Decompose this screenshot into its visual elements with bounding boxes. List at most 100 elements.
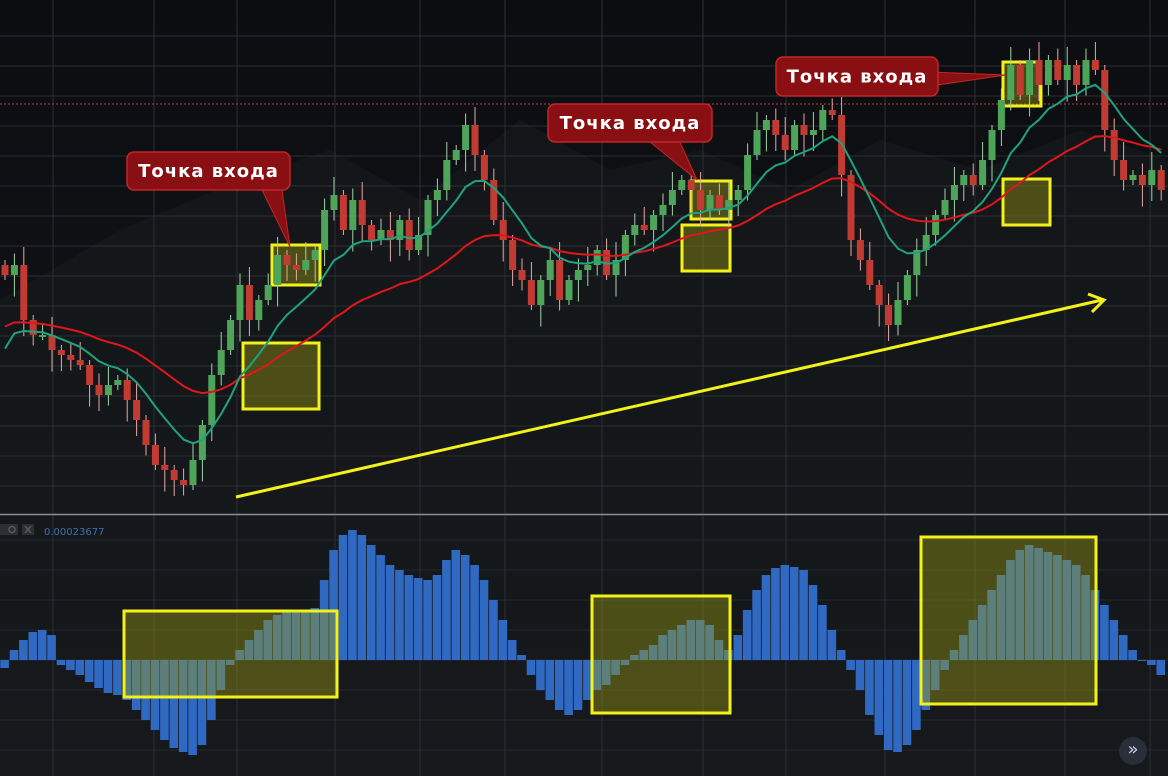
candle-bullish	[217, 350, 225, 375]
histogram-bar	[1024, 545, 1034, 660]
histogram-bar	[432, 575, 442, 660]
candle-bearish	[86, 365, 94, 385]
candle-bearish	[687, 180, 695, 190]
gear-icon[interactable]	[6, 524, 18, 535]
histogram-bar	[282, 612, 291, 660]
candle-bullish	[424, 200, 432, 235]
candle-bullish	[236, 285, 244, 320]
candle-bullish	[321, 210, 329, 250]
histogram-bar	[113, 660, 122, 695]
histogram-bar	[1128, 650, 1137, 660]
histogram-bar	[197, 660, 207, 745]
candle-bullish	[462, 125, 470, 150]
candle-bearish	[828, 110, 836, 115]
candle-bearish	[603, 250, 611, 275]
candle-bullish	[894, 300, 902, 325]
histogram-bar	[498, 620, 508, 660]
histogram-bar	[319, 580, 329, 660]
candle-bullish	[1026, 60, 1034, 95]
indicator-histogram	[0, 530, 1168, 755]
histogram-bar	[489, 600, 498, 660]
candle-bearish	[556, 260, 564, 300]
candle-bearish	[67, 355, 75, 360]
candle-bearish	[283, 255, 291, 265]
indicator-value: 0.00023677	[44, 527, 104, 538]
scroll-right-button[interactable]: »	[1119, 737, 1147, 765]
histogram-bar	[968, 620, 978, 660]
histogram-bar	[1147, 660, 1156, 665]
histogram-bar	[677, 625, 686, 660]
candle-bearish	[405, 220, 413, 250]
candle-bearish	[20, 265, 28, 320]
candle-bullish	[659, 205, 667, 215]
candle-bullish	[227, 320, 235, 350]
candle-bullish	[706, 195, 714, 210]
histogram-bar	[583, 660, 592, 700]
candle-bearish	[781, 135, 789, 150]
histogram-bar	[921, 660, 931, 710]
histogram-bar	[1081, 575, 1090, 660]
callout-box	[547, 103, 713, 143]
histogram-bar	[94, 660, 103, 688]
candle-bearish	[1091, 60, 1099, 70]
histogram-bar	[1053, 555, 1062, 660]
move-icon[interactable]	[0, 524, 9, 535]
histogram-bar	[366, 545, 376, 660]
histogram-bar	[855, 660, 865, 690]
candle-bullish	[189, 460, 197, 485]
candle-bearish	[386, 230, 394, 240]
candle-bearish	[490, 180, 498, 220]
histogram-bar	[789, 567, 799, 660]
histogram-bar	[216, 660, 226, 690]
histogram-bar	[442, 560, 451, 660]
candle-bullish	[537, 280, 545, 305]
candle-bullish	[574, 270, 582, 280]
candle-bullish	[650, 215, 658, 230]
callout-box	[775, 56, 939, 97]
candle-bullish	[913, 250, 921, 275]
histogram-bar	[47, 635, 56, 660]
close-icon[interactable]	[22, 524, 34, 535]
histogram-bar	[9, 650, 19, 660]
histogram-bar	[752, 590, 761, 660]
histogram-bar	[808, 585, 818, 660]
candle-bearish	[885, 305, 893, 325]
histogram-bar	[630, 655, 639, 660]
histogram-bar	[66, 660, 75, 670]
candle-bullish	[988, 130, 996, 160]
histogram-bar	[0, 660, 9, 668]
candle-bearish	[969, 175, 977, 185]
histogram-bar	[799, 570, 808, 660]
histogram-bar	[376, 555, 385, 660]
candle-bullish	[744, 155, 752, 190]
candle-bullish	[311, 250, 319, 260]
candle-bullish	[612, 260, 620, 275]
callout-label: Точка входа	[560, 113, 701, 134]
candle-bearish	[1120, 160, 1128, 180]
histogram-bar	[695, 620, 705, 660]
histogram-bar	[1006, 560, 1015, 660]
candle-bullish	[668, 190, 676, 205]
candle-bullish	[302, 260, 310, 270]
candle-bullish	[198, 425, 206, 460]
candle-bearish	[1101, 70, 1109, 130]
histogram-bar	[310, 608, 320, 660]
histogram-bar	[658, 635, 667, 660]
candle-bearish	[76, 360, 84, 365]
histogram-bar	[883, 660, 893, 750]
histogram-bar	[724, 650, 733, 660]
histogram-bar	[714, 640, 724, 660]
candle-bullish	[349, 200, 357, 230]
candle-bullish	[377, 230, 385, 240]
histogram-bar	[554, 660, 564, 710]
candle-bullish	[979, 160, 987, 185]
histogram-bar	[818, 605, 827, 660]
candle-bullish	[443, 160, 451, 190]
histogram-bar	[705, 625, 714, 660]
histogram-bar	[771, 568, 780, 660]
histogram-bar	[141, 660, 150, 720]
candle-bearish	[29, 320, 37, 335]
histogram-bar	[235, 650, 244, 660]
histogram-bar	[1034, 548, 1043, 660]
